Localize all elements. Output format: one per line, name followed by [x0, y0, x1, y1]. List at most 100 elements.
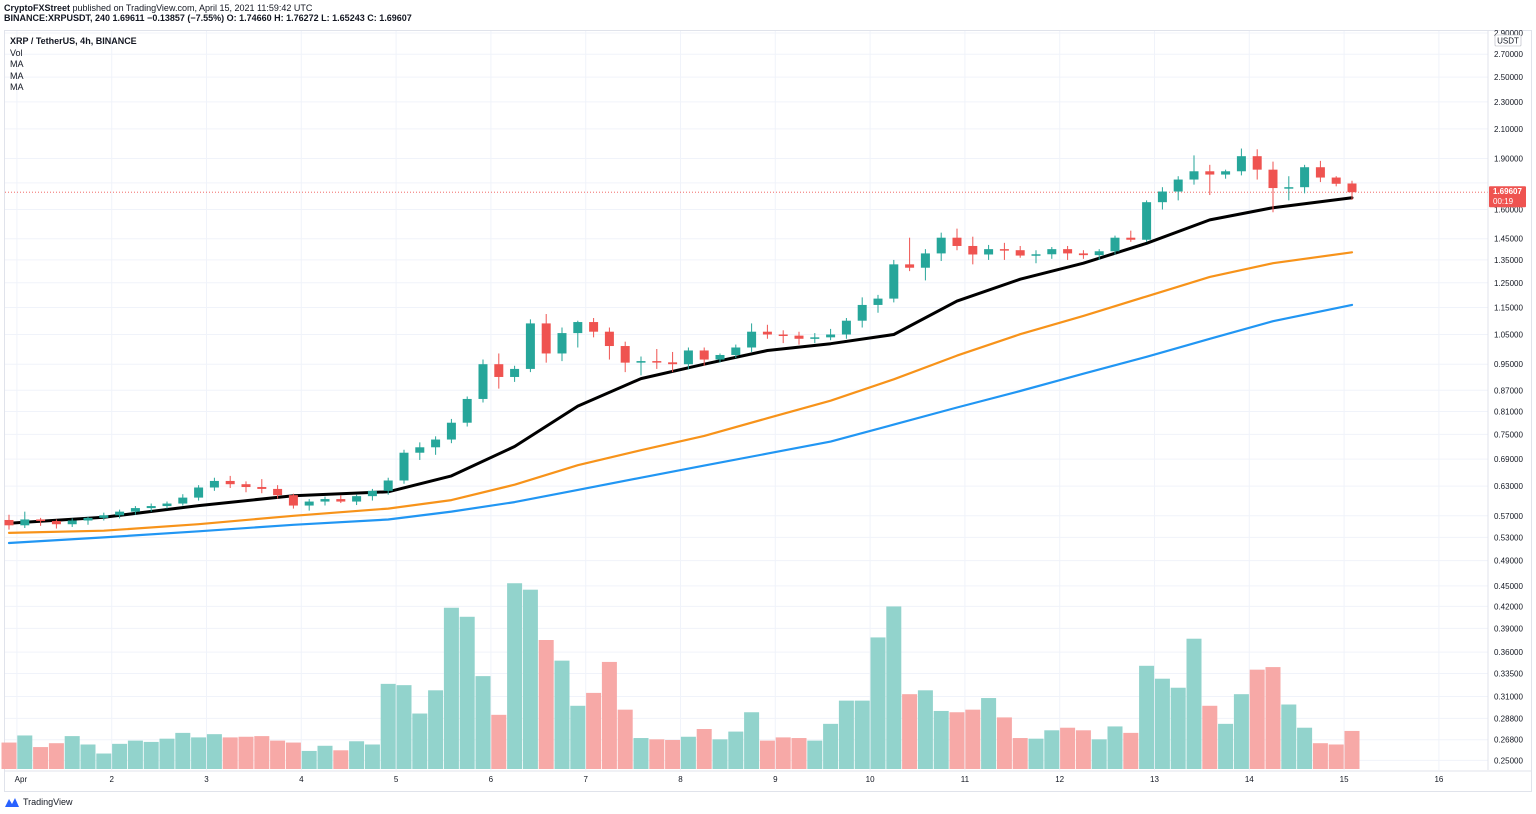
candle	[731, 344, 741, 359]
volume-bar	[1123, 732, 1139, 769]
volume-bar	[807, 740, 823, 769]
candle	[1268, 161, 1278, 213]
candle	[1221, 169, 1231, 179]
ma-mid-line	[7, 251, 1354, 535]
time-axis[interactable]: Apr 2 3 4 5 6 7 8 9 10 11 12 13 14 15 16	[5, 770, 1531, 784]
legend: XRP / TetherUS, 4h, BINANCE Vol MA MA MA	[10, 36, 137, 94]
volume-bar	[285, 742, 301, 769]
candle-body	[1315, 167, 1325, 178]
legend-indicator-ma-2[interactable]: MA	[10, 70, 24, 81]
candle-body	[715, 354, 725, 360]
candle-body	[604, 331, 614, 347]
volume-bar	[854, 700, 870, 769]
volume-bar	[64, 736, 80, 769]
candle	[936, 232, 946, 262]
candle	[652, 348, 662, 369]
candle	[620, 341, 630, 373]
volume-bar	[917, 690, 933, 769]
volume-bar	[680, 736, 696, 769]
legend-indicator-ma-3[interactable]: MA	[10, 82, 24, 92]
ohlc-readout: BINANCE:XRPUSDT, 240 1.69611 −0.13857 (−…	[4, 13, 412, 23]
candle-body	[668, 362, 678, 365]
time-tick-label: 5	[394, 775, 399, 784]
candle	[1315, 160, 1325, 183]
candle-body	[984, 249, 994, 255]
volume-bar	[1028, 738, 1044, 769]
candle-body	[399, 452, 409, 481]
candle-body	[1236, 156, 1246, 172]
time-tick-label: 7	[583, 775, 588, 784]
price-tick-label: 0.81000	[1494, 408, 1523, 417]
volume-bar	[428, 690, 444, 769]
candle	[1126, 230, 1136, 242]
time-tick-label: 4	[299, 775, 304, 784]
candle-body	[952, 237, 962, 246]
candle-body	[1031, 254, 1041, 256]
candle-body	[209, 480, 219, 488]
volume-bar	[1, 742, 17, 769]
volume-bar	[459, 616, 475, 769]
candle	[415, 442, 425, 460]
candle-body	[446, 422, 456, 440]
candle	[984, 244, 994, 260]
volume-bar	[127, 740, 143, 769]
volume-bar	[902, 694, 918, 769]
volume-bar	[1218, 723, 1234, 769]
grid	[5, 31, 1488, 770]
candle-body	[4, 519, 14, 526]
candle	[288, 493, 298, 509]
candle-body	[241, 484, 251, 488]
volume-bar	[1249, 669, 1265, 769]
volume-bar	[443, 607, 459, 769]
candle-body	[905, 264, 915, 268]
candle-body	[494, 364, 504, 377]
price-tick-label: 0.33500	[1494, 670, 1523, 679]
volume-bar	[981, 698, 997, 769]
legend-symbol[interactable]: XRP / TetherUS, 4h, BINANCE	[10, 36, 137, 46]
time-tick-label: 13	[1150, 775, 1159, 784]
volume-bar	[633, 738, 649, 769]
candle-body	[415, 447, 425, 453]
volume-bar	[17, 735, 33, 769]
price-axis[interactable]: 2.90000 2.70000 2.50000 2.30000 2.10000 1.900…	[1487, 29, 1523, 770]
candle-body	[699, 350, 709, 360]
tradingview-logo-icon[interactable]	[4, 796, 20, 808]
candle	[1031, 250, 1041, 264]
candle	[1284, 176, 1294, 201]
candle	[1236, 148, 1246, 176]
candle	[968, 236, 978, 265]
candle	[589, 318, 599, 338]
time-tick-label: 16	[1434, 775, 1443, 784]
volume-bar	[1328, 744, 1344, 769]
candle-body	[99, 515, 109, 518]
price-tick-label: 2.50000	[1494, 73, 1523, 82]
candle-body	[320, 499, 330, 502]
candle	[905, 237, 915, 272]
candle-body	[67, 520, 77, 525]
volume-bar	[254, 736, 270, 769]
footer: TradingView	[4, 795, 73, 809]
candle-body	[1126, 237, 1136, 240]
candle	[1252, 149, 1262, 180]
candle-body	[1142, 202, 1152, 240]
candle	[1300, 164, 1310, 194]
legend-indicator-vol[interactable]: Vol	[10, 47, 23, 58]
candle	[747, 323, 757, 352]
legend-indicator-ma-1[interactable]: MA	[10, 59, 24, 69]
candle-body	[478, 364, 488, 399]
candle	[367, 488, 377, 501]
volume-bar	[949, 712, 965, 769]
price-tick-label: 1.45000	[1494, 235, 1523, 244]
candle	[636, 356, 646, 376]
candle	[573, 320, 583, 348]
time-tick-label: 10	[866, 775, 875, 784]
candle-body	[620, 346, 630, 363]
footer-brand[interactable]: TradingView	[23, 797, 73, 807]
price-tick-label: 0.95000	[1494, 360, 1523, 369]
time-tick-label: 3	[204, 775, 209, 784]
chart-frame[interactable]	[4, 30, 1532, 792]
volume-bar	[712, 739, 728, 769]
volume-bar	[175, 732, 191, 769]
author-name[interactable]: CryptoFXStreet	[4, 3, 71, 13]
